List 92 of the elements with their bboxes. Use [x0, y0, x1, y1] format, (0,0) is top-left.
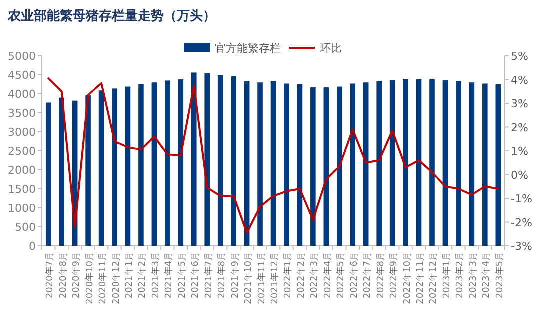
bar [310, 88, 316, 246]
x-tick-label: 2023年2月 [454, 252, 466, 299]
bar [191, 72, 197, 246]
x-tick-label: 2020年12月 [110, 252, 122, 304]
bar [403, 79, 408, 246]
x-tick-label: 2020年10月 [84, 252, 96, 304]
x-tick-label: 2022年6月 [348, 252, 360, 299]
bar [218, 75, 224, 246]
x-tick-label: 2023年5月 [494, 252, 506, 299]
bar [46, 102, 52, 246]
bar [297, 84, 303, 246]
bar [350, 84, 356, 246]
bar [363, 82, 369, 246]
bar [390, 80, 396, 246]
y2-tick-label: 4% [511, 74, 528, 87]
x-tick-label: 2020年7月 [44, 252, 56, 299]
legend-label: 环比 [320, 42, 342, 55]
bar [442, 80, 448, 246]
y-tick-label: 5000 [8, 50, 36, 63]
y-tick-label: 2500 [8, 145, 36, 158]
bar [178, 80, 184, 246]
x-tick-label: 2021年1月 [124, 252, 135, 299]
bar [204, 73, 210, 246]
y-tick-label: 3000 [8, 126, 36, 139]
bar [336, 86, 342, 246]
x-tick-label: 2021年9月 [230, 252, 241, 299]
x-tick-label: 2021年7月 [203, 252, 214, 299]
bar [86, 96, 91, 246]
y-tick-label: 4000 [8, 88, 36, 101]
bar [376, 81, 382, 246]
y-tick-label: 3500 [8, 107, 36, 120]
x-tick-label: 2021年11月 [256, 252, 268, 304]
y2-tick-label: 5% [511, 50, 528, 63]
x-tick-label: 2023年3月 [468, 252, 479, 299]
bar [270, 81, 276, 246]
x-tick-label: 2022年7月 [362, 252, 374, 299]
y2-tick-label: -2% [511, 216, 532, 230]
bar [231, 76, 236, 246]
bar [482, 84, 488, 246]
bar [284, 84, 290, 246]
x-tick-label: 2021年4月 [164, 252, 175, 299]
bar [244, 81, 250, 246]
bar [496, 84, 502, 246]
y2-tick-label: -1% [511, 192, 532, 206]
x-tick-label: 2022年2月 [296, 252, 307, 299]
x-tick-label: 2021年10月 [243, 252, 254, 304]
bar [324, 88, 330, 246]
x-tick-label: 2023年1月 [441, 252, 452, 299]
x-tick-label: 2022年3月 [309, 252, 320, 299]
x-tick-label: 2022年1月 [282, 252, 294, 299]
y2-tick-label: 3% [511, 98, 528, 110]
y2-tick-label: 1% [511, 145, 528, 158]
bar [416, 79, 422, 246]
bar [456, 81, 462, 246]
y-tick-label: 1500 [8, 183, 36, 196]
x-tick-label: 2022年9月 [388, 252, 400, 299]
bar [59, 98, 64, 246]
chart-title: 农业部能繁母猪存栏量走势（万头） [7, 8, 216, 23]
bar [152, 82, 158, 246]
y2-tick-label: 0% [511, 168, 528, 182]
bar [112, 88, 118, 246]
x-tick-label: 2022年4月 [322, 252, 334, 299]
x-tick-label: 2020年11月 [98, 252, 109, 304]
x-tick-label: 2021年8月 [216, 252, 228, 299]
y-tick-label: 500 [15, 221, 36, 234]
y-tick-label: 1000 [8, 202, 36, 215]
y-tick-label: 4500 [8, 69, 36, 82]
bar [138, 84, 144, 246]
legend-label: 官方能繁存栏 [215, 42, 281, 55]
x-tick-label: 2022年8月 [375, 252, 386, 299]
bar [469, 82, 475, 246]
x-tick-label: 2022年5月 [336, 252, 347, 299]
y-tick-label: 2000 [8, 164, 36, 177]
y2-tick-label: 2% [511, 121, 528, 134]
x-tick-label: 2022年11月 [415, 252, 426, 304]
x-tick-label: 2020年8月 [58, 252, 69, 299]
bar [258, 82, 263, 246]
y2-tick-label: -3% [511, 240, 532, 253]
bar [430, 79, 435, 246]
x-tick-label: 2020年9月 [71, 252, 82, 299]
x-tick-label: 2021年3月 [150, 252, 162, 299]
x-tick-label: 2023年4月 [481, 252, 492, 299]
bar [165, 80, 170, 246]
x-tick-label: 2022年12月 [428, 252, 440, 304]
bar [125, 86, 131, 246]
x-tick-label: 2021年6月 [190, 252, 202, 299]
y-tick-label: 0 [29, 240, 36, 253]
x-tick-label: 2021年5月 [176, 252, 188, 299]
bar [98, 90, 104, 246]
x-tick-label: 2022年10月 [402, 252, 413, 304]
x-tick-label: 2021年12月 [270, 252, 280, 304]
x-tick-label: 2021年2月 [137, 252, 148, 299]
